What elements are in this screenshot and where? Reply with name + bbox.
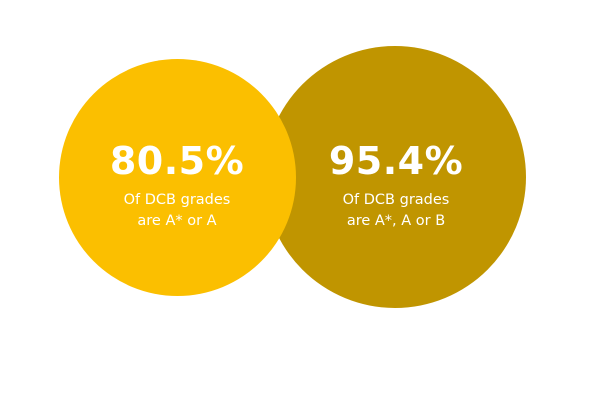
stat-a-star-a-b: 95.4% Of DCB grades are A*, A or B: [306, 138, 486, 232]
stat-a-star-a: 80.5% Of DCB grades are A* or A: [88, 138, 266, 232]
stat-value: 95.4%: [328, 139, 464, 183]
stat-caption-line: are A*, A or B: [346, 213, 446, 229]
stat-caption: Of DCB grades are A* or A: [88, 190, 266, 232]
circle-a-star-a: [59, 59, 296, 296]
stat-caption: Of DCB grades are A*, A or B: [306, 190, 486, 232]
stat-caption-line: Of DCB grades: [123, 192, 231, 208]
circle-a-star-a-b: [264, 46, 526, 308]
stat-caption-line: are A* or A: [137, 213, 217, 229]
stat-caption-line: Of DCB grades: [342, 192, 450, 208]
stat-value: 80.5%: [109, 139, 245, 183]
